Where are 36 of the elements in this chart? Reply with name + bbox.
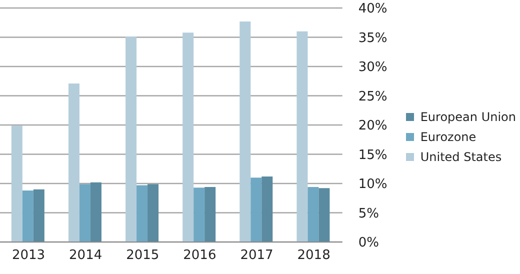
bar	[296, 31, 308, 242]
bar	[250, 178, 262, 242]
bar	[194, 188, 205, 242]
x-tick-label: 2013	[12, 248, 46, 264]
bar	[204, 187, 216, 242]
y-tick-label: 30%	[358, 60, 388, 76]
legend-label: Eurozone	[420, 130, 476, 144]
bar	[90, 182, 102, 242]
y-tick-label: 35%	[358, 30, 388, 46]
legend-label: European Union	[420, 110, 516, 124]
y-tick-label: 20%	[358, 118, 388, 134]
y-tick-label: 0%	[358, 236, 379, 251]
bar	[11, 126, 22, 242]
x-tick-label: 2017	[240, 248, 274, 264]
y-tick-label: 5%	[358, 206, 379, 222]
bar	[182, 32, 194, 242]
x-tick-label: 2015	[126, 248, 160, 264]
bar	[308, 187, 319, 242]
legend-label: United States	[420, 150, 502, 164]
y-tick-label: 15%	[358, 148, 388, 163]
bar	[79, 184, 90, 242]
x-tick-label: 2018	[297, 248, 330, 264]
x-tick-label: 2014	[69, 248, 102, 264]
y-tick-label: 25%	[358, 89, 388, 104]
bar	[33, 189, 44, 242]
x-tick-label: 2016	[183, 248, 216, 264]
bar	[126, 36, 137, 242]
y-tick-label: 10%	[358, 177, 388, 192]
bar	[136, 185, 148, 242]
y-tick-label: 40%	[358, 2, 388, 17]
bar	[262, 176, 273, 242]
bar	[68, 83, 80, 242]
bar	[22, 190, 34, 242]
bar	[318, 188, 330, 242]
bar	[240, 21, 251, 242]
bar	[148, 184, 159, 242]
